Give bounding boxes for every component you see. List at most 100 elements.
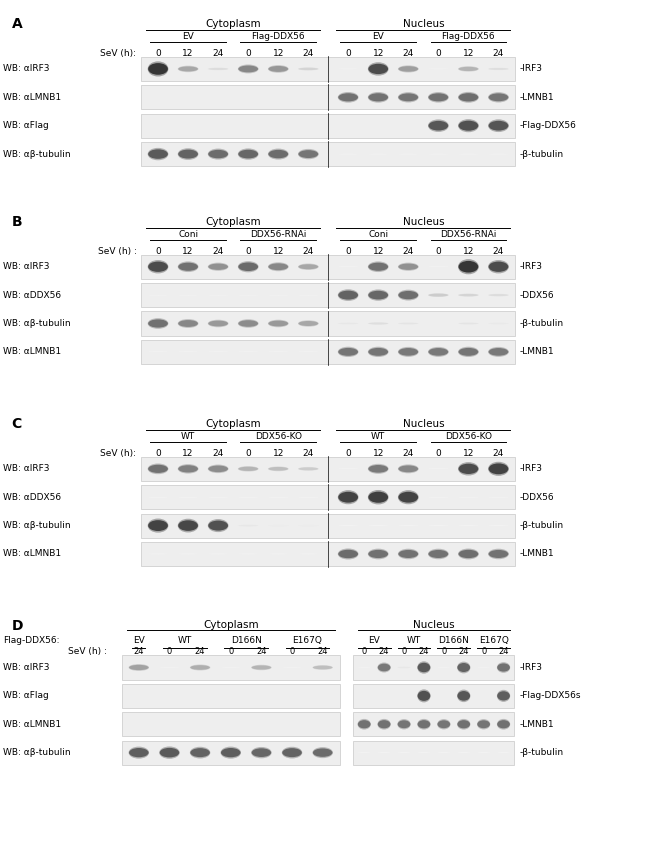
Ellipse shape [398,65,419,72]
Text: 0: 0 [228,648,233,656]
Ellipse shape [398,290,419,300]
Ellipse shape [368,92,389,102]
Text: 12: 12 [463,247,474,255]
Ellipse shape [458,259,479,274]
Ellipse shape [298,149,318,159]
Ellipse shape [398,322,418,324]
Text: 24: 24 [402,49,414,58]
Ellipse shape [488,120,509,132]
FancyBboxPatch shape [141,542,515,566]
Ellipse shape [488,92,509,102]
Ellipse shape [458,550,478,558]
Ellipse shape [489,294,508,296]
Text: -IRF3: -IRF3 [520,262,543,271]
Text: 0: 0 [441,648,447,656]
Text: -Flag-DDX56: -Flag-DDX56 [520,121,577,130]
Ellipse shape [298,67,318,71]
Ellipse shape [398,263,418,270]
Ellipse shape [148,260,168,273]
Ellipse shape [437,667,450,668]
Ellipse shape [178,520,198,531]
Ellipse shape [369,550,388,558]
Ellipse shape [358,667,371,668]
Ellipse shape [208,263,228,270]
Text: -β-tubulin: -β-tubulin [520,150,564,158]
Ellipse shape [148,261,168,272]
Text: D166N: D166N [231,636,261,645]
Text: -DDX56: -DDX56 [520,493,554,501]
Text: 0: 0 [436,49,441,58]
Text: DDX56-KO: DDX56-KO [445,433,492,441]
Ellipse shape [208,262,229,271]
Ellipse shape [428,322,448,324]
FancyBboxPatch shape [353,712,515,736]
Text: 0: 0 [436,449,441,458]
Ellipse shape [489,322,508,324]
Ellipse shape [489,348,508,356]
Ellipse shape [417,663,430,673]
Ellipse shape [437,721,450,728]
Text: 0: 0 [155,247,161,255]
Ellipse shape [208,68,229,71]
Ellipse shape [358,719,371,729]
Text: E167Q: E167Q [292,636,322,645]
Ellipse shape [398,347,419,357]
Ellipse shape [458,261,478,273]
Text: 12: 12 [463,449,474,458]
Ellipse shape [397,719,411,729]
Ellipse shape [428,347,448,357]
Text: Cytoplasm: Cytoplasm [205,19,261,29]
Ellipse shape [282,667,302,668]
Ellipse shape [458,322,478,324]
Text: Nucleus: Nucleus [413,619,455,630]
Text: 12: 12 [372,49,384,58]
Ellipse shape [458,663,470,672]
Text: SeV (h):: SeV (h): [101,49,136,58]
Text: WB: αβ-tubulin: WB: αβ-tubulin [3,319,71,328]
Ellipse shape [238,466,259,471]
FancyBboxPatch shape [141,485,515,509]
Ellipse shape [148,63,168,75]
Ellipse shape [458,93,478,101]
Ellipse shape [398,464,419,473]
Ellipse shape [338,348,358,356]
Ellipse shape [282,748,302,757]
Text: Coni: Coni [368,230,388,239]
Ellipse shape [268,467,288,470]
Ellipse shape [298,321,318,326]
Text: -IRF3: -IRF3 [520,64,543,73]
Ellipse shape [338,289,359,301]
Ellipse shape [338,490,359,504]
Ellipse shape [177,464,198,474]
Ellipse shape [458,120,478,131]
Text: WB: αIRF3: WB: αIRF3 [3,262,50,271]
Text: E167Q: E167Q [478,636,508,645]
Ellipse shape [477,721,490,728]
Text: 24: 24 [303,247,314,255]
Text: Cytoplasm: Cytoplasm [205,217,261,227]
Ellipse shape [368,347,389,357]
Text: 24: 24 [493,449,504,458]
Ellipse shape [338,549,359,560]
Ellipse shape [298,320,318,327]
Text: WB: αIRF3: WB: αIRF3 [3,663,50,672]
Text: EV: EV [133,636,145,645]
Ellipse shape [488,462,509,476]
Ellipse shape [398,291,418,299]
Ellipse shape [338,291,358,299]
Text: 24: 24 [133,648,144,656]
Text: EV: EV [182,33,194,41]
Ellipse shape [497,719,510,729]
Ellipse shape [298,264,318,269]
Ellipse shape [417,691,430,701]
Ellipse shape [428,120,448,132]
Ellipse shape [160,748,179,758]
Text: -LMNB1: -LMNB1 [520,347,554,356]
Ellipse shape [268,65,289,73]
Ellipse shape [497,720,510,728]
Text: WB: αLMNB1: WB: αLMNB1 [3,550,61,558]
Ellipse shape [369,262,388,271]
Text: Flag-DDX56:: Flag-DDX56: [3,636,60,645]
Ellipse shape [239,150,258,158]
Ellipse shape [338,347,359,357]
